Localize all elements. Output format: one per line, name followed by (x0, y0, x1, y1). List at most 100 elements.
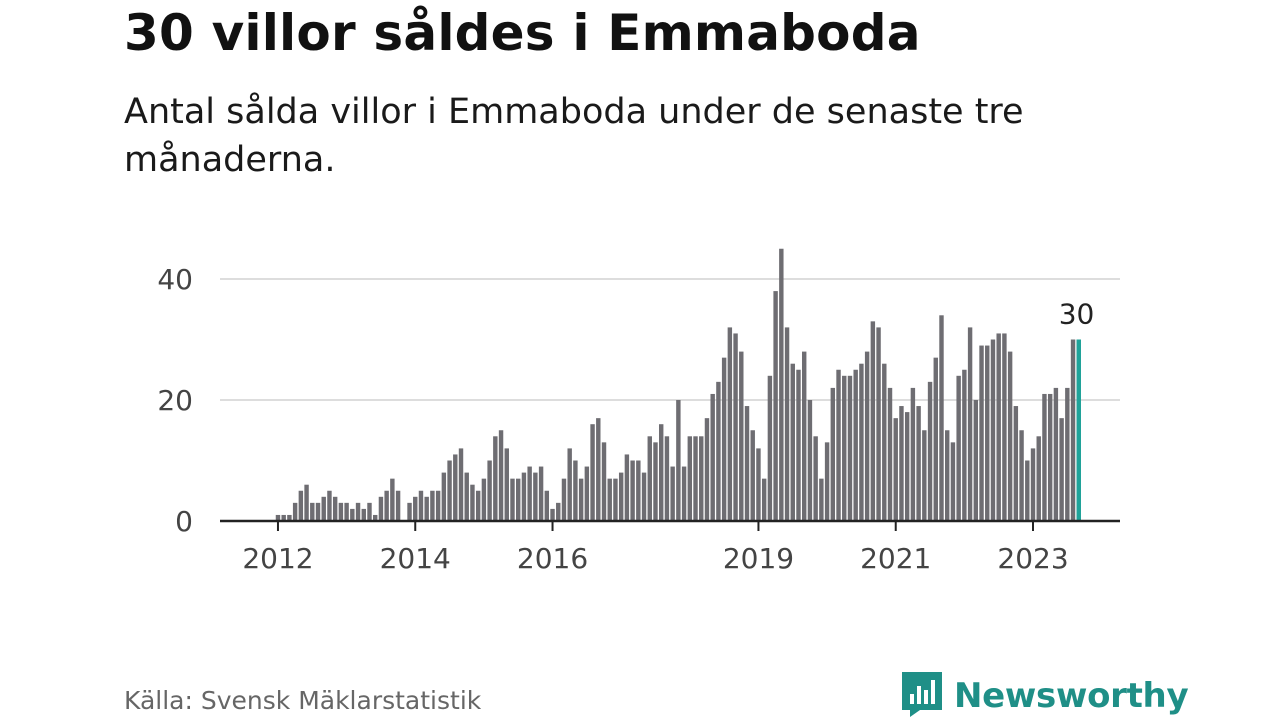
bar (596, 418, 601, 521)
bar (699, 436, 704, 521)
bar (973, 400, 979, 521)
chart-title: 30 villor såldes i Emmaboda (124, 4, 921, 62)
brand-name: Newsworthy (954, 676, 1189, 716)
bar (292, 502, 298, 521)
bar (378, 496, 384, 521)
bar (327, 490, 332, 521)
bar (887, 387, 893, 521)
bar (1036, 436, 1041, 521)
bar (384, 490, 389, 521)
y-tick-label: 20 (157, 384, 193, 417)
bar (893, 418, 898, 521)
bar (756, 448, 761, 521)
bar (721, 357, 727, 521)
bar (910, 387, 916, 521)
bar (950, 442, 956, 521)
bar (796, 369, 801, 521)
bar (847, 375, 853, 521)
bar (470, 484, 475, 521)
bar (927, 381, 933, 521)
bar (1002, 333, 1007, 521)
bar (659, 424, 664, 521)
x-tick-label: 2021 (860, 542, 931, 575)
y-tick-label: 0 (175, 505, 193, 538)
bar (933, 357, 938, 521)
bar-series (275, 248, 1081, 521)
axis-labels: 0 20 40 30 2012 2014 2016 2019 2021 2023 (157, 263, 1094, 575)
bar (390, 478, 395, 521)
bar (516, 478, 521, 521)
bar (487, 460, 492, 521)
bar (281, 514, 286, 521)
bar (807, 400, 813, 521)
bar (407, 502, 412, 521)
gridlines (220, 278, 1120, 401)
bar (418, 490, 424, 521)
bar (945, 430, 950, 521)
bar (533, 472, 538, 521)
bar (1007, 351, 1013, 521)
bar (904, 412, 910, 521)
bar (315, 502, 321, 521)
bar (498, 430, 504, 521)
bar (1059, 418, 1064, 521)
bar (653, 442, 658, 521)
x-tick-label: 2023 (997, 542, 1068, 575)
bar (864, 351, 870, 521)
bar (1070, 339, 1076, 521)
bar (1025, 460, 1030, 521)
bar (630, 460, 635, 521)
bar (979, 345, 984, 521)
bar (647, 436, 652, 521)
x-tick-label: 2016 (517, 542, 588, 575)
bar (441, 472, 447, 521)
bar (304, 484, 309, 521)
bar (739, 351, 744, 521)
bar (773, 291, 778, 521)
bar (510, 478, 515, 521)
bar (338, 502, 344, 521)
bar (287, 514, 292, 521)
bar (550, 508, 555, 521)
bar (750, 430, 755, 521)
bar (641, 472, 647, 521)
bar (350, 508, 355, 521)
bar (676, 400, 681, 521)
bar (1042, 393, 1047, 521)
bar (275, 514, 281, 521)
x-tick-label: 2019 (723, 542, 794, 575)
bar (310, 502, 315, 521)
bar (1030, 448, 1036, 521)
bar (779, 248, 784, 521)
bar (447, 460, 452, 521)
bar (355, 502, 361, 521)
bar (876, 327, 881, 521)
bar (802, 351, 807, 521)
bar (578, 478, 584, 521)
bar (870, 321, 876, 521)
bar (687, 436, 693, 521)
bar (321, 496, 326, 521)
bar (922, 430, 927, 521)
bar (458, 448, 464, 521)
bar (544, 490, 550, 521)
bar (939, 315, 944, 521)
bar (761, 478, 767, 521)
bar (584, 466, 590, 521)
bar (590, 424, 595, 521)
brand-logo[interactable]: Newsworthy (900, 670, 1189, 722)
bar (481, 478, 487, 521)
bar (882, 363, 887, 521)
axes (220, 519, 1120, 531)
bar (693, 436, 698, 521)
bar (956, 375, 961, 521)
bar (1053, 387, 1059, 521)
highlight-bar (1076, 339, 1081, 521)
bar (538, 466, 544, 521)
bar (962, 369, 967, 521)
source-note: Källa: Svensk Mäklarstatistik (124, 686, 482, 715)
bar (985, 345, 990, 521)
bar (607, 478, 612, 521)
bar (395, 490, 401, 521)
bar (716, 381, 721, 521)
